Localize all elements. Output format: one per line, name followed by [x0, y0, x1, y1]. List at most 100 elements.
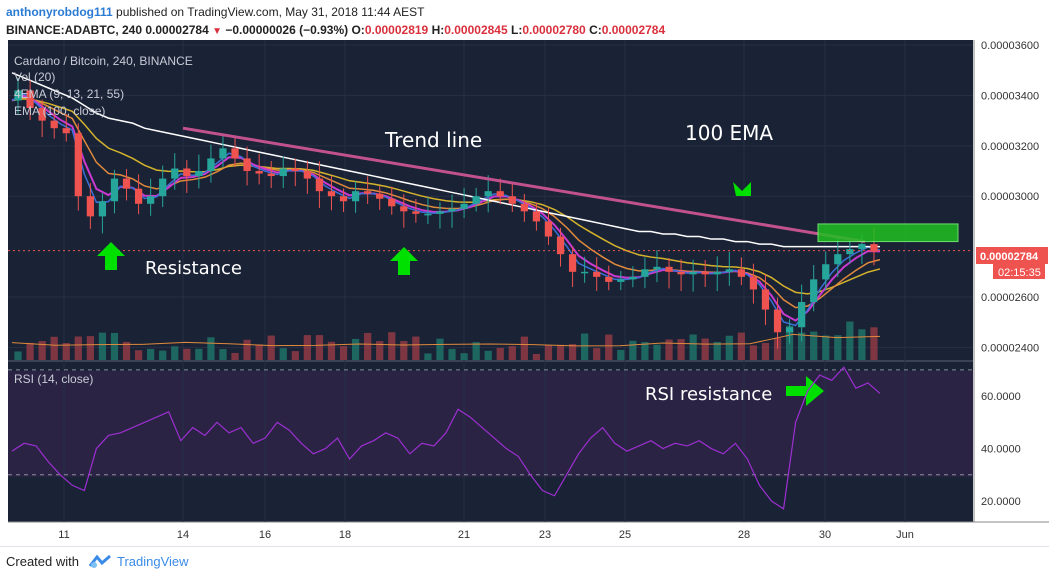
candle-body — [424, 213, 432, 216]
chart-overlays — [8, 126, 973, 406]
countdown-tag — [993, 264, 1045, 279]
candle-body — [171, 168, 179, 179]
time-tick-label: 30 — [819, 529, 831, 541]
candle-body — [677, 271, 685, 275]
candle-body — [713, 271, 721, 275]
down-triangle-icon: ▼ — [212, 26, 223, 37]
time-tick-label: 21 — [458, 529, 470, 541]
candle-body — [653, 266, 661, 270]
volume-bar — [38, 341, 46, 360]
volume-bar — [532, 353, 541, 360]
time-tick-label: 25 — [619, 529, 631, 541]
candlestick-series — [14, 77, 878, 349]
candle-body — [303, 171, 311, 179]
candle-body — [98, 201, 107, 217]
candle-body — [568, 254, 577, 272]
up-arrow-icon — [97, 242, 125, 270]
volume-bar — [134, 350, 143, 360]
price-tick-label: 0.00002600 — [981, 292, 1039, 304]
volume-bar — [122, 341, 131, 360]
candle-body — [484, 191, 492, 197]
volume-bar — [593, 348, 601, 360]
volume-bar — [761, 342, 770, 360]
candle-body — [834, 254, 842, 265]
volume-bar — [448, 348, 456, 360]
candle-body — [773, 309, 782, 333]
candle-body — [520, 203, 528, 212]
volume-bar — [207, 337, 215, 360]
low-value: 0.00002780 — [522, 23, 586, 37]
publish-text: published on TradingView.com, May 31, 20… — [112, 5, 425, 19]
price-tick-label: 0.00003400 — [981, 90, 1039, 102]
volume-bar — [846, 321, 854, 360]
tradingview-logo-icon[interactable] — [88, 554, 112, 568]
price-change: −0.00000026 (−0.93%) — [225, 23, 349, 37]
volume-bar — [279, 348, 287, 360]
candle-body — [412, 211, 420, 214]
tradingview-link[interactable]: TradingView — [117, 554, 189, 569]
volume-bar — [737, 332, 745, 360]
candle-body — [134, 188, 143, 204]
volume-bar — [810, 331, 818, 360]
volume-bar — [267, 335, 275, 360]
candle-body — [641, 269, 649, 277]
ohlc-summary: BINANCE:ADABTC, 240 0.00002784 ▼ −0.0000… — [6, 23, 665, 37]
high-label: H: — [431, 23, 445, 37]
volume-bar — [484, 350, 492, 360]
last-price-tag-text: 0.00002784 — [980, 251, 1039, 263]
chart-canvas[interactable]: 0.00003600 0.00003400 0.00003200 0.00003000… — [0, 0, 1049, 546]
price-tick-label: 0.00002400 — [981, 342, 1039, 354]
open-label: O: — [351, 23, 365, 37]
annotation-trend-line: Trend line — [384, 128, 482, 152]
candle-body — [291, 168, 299, 172]
candle-body — [725, 269, 733, 272]
candle-body — [315, 178, 324, 192]
volume-bar — [26, 342, 34, 360]
time-tick-label: 14 — [177, 529, 189, 541]
close-label: C: — [589, 23, 602, 37]
volume-bar — [255, 344, 263, 360]
resistance-zone-box — [817, 223, 959, 243]
volume-bar — [14, 351, 22, 360]
time-tick-label: 28 — [738, 529, 750, 541]
volume-bar — [725, 335, 733, 360]
candle-body — [605, 276, 613, 282]
legend-ema100: EMA (100, close) — [14, 104, 105, 118]
candle-body — [810, 279, 818, 303]
volume-bar — [834, 335, 842, 360]
candle-body — [74, 133, 82, 197]
candle-body — [581, 271, 589, 274]
candle-body — [617, 279, 625, 282]
volume-bar — [749, 345, 758, 360]
volume-bar — [86, 336, 94, 360]
publish-info: anthonyrobdog111 published on TradingVie… — [6, 5, 424, 19]
rsi-series — [8, 366, 973, 510]
rsi-line — [11, 366, 881, 510]
candle-body — [219, 148, 227, 159]
candle-body — [472, 196, 480, 204]
author-link[interactable]: anthonyrobdog111 — [6, 5, 113, 19]
candle-body — [508, 196, 516, 204]
candle-body — [496, 191, 504, 197]
candle-body — [665, 266, 673, 272]
price-axis[interactable] — [974, 40, 1049, 522]
volume-bar — [665, 339, 673, 360]
symbol-label: BINANCE:ADABTC, 240 — [6, 23, 143, 37]
volume-bar — [701, 338, 709, 360]
rsi-tick-label: 60.0000 — [981, 391, 1021, 403]
rsi-tick-label: 20.0000 — [981, 496, 1021, 508]
volume-bar — [508, 346, 516, 360]
volume-bar — [798, 332, 806, 360]
volume-bar — [544, 345, 553, 360]
rsi-tick-label: 40.0000 — [981, 444, 1021, 456]
candle-body — [351, 191, 360, 202]
volume-bar — [303, 335, 311, 360]
volume-bar — [424, 353, 432, 360]
candle-body — [858, 244, 866, 250]
open-value: 0.00002819 — [364, 23, 429, 37]
candle-body — [436, 211, 444, 214]
candle-body — [532, 211, 541, 222]
volume-bar — [556, 344, 565, 360]
close-value: 0.00002784 — [601, 23, 666, 37]
volume-bar — [689, 334, 697, 360]
